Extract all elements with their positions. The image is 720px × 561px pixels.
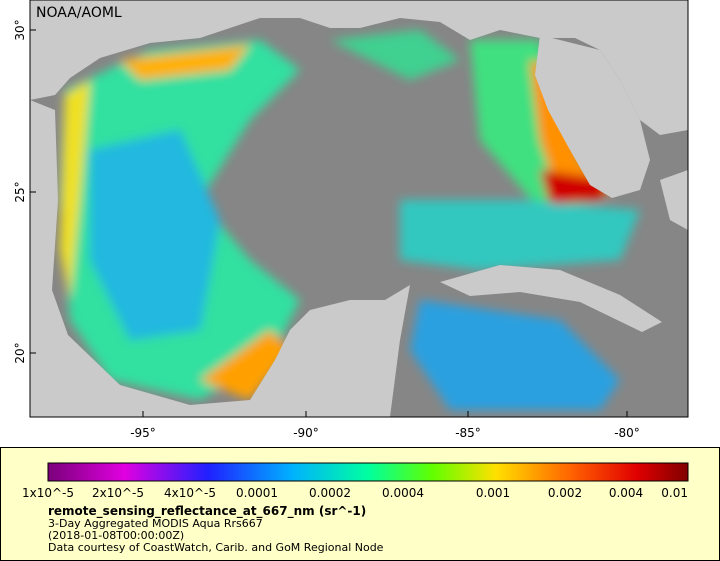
colorbar-tick-label: 0.0001: [236, 486, 278, 500]
lat-tick-label: 25°: [13, 181, 27, 202]
land: [535, 35, 650, 198]
colorbar-tick-label: 0.0002: [309, 486, 351, 500]
lon-tick-label: -80°: [614, 426, 640, 440]
lat-tick-label: 20°: [13, 342, 27, 363]
lon-tick-label: -85°: [455, 426, 481, 440]
legend-line: Data courtesy of CoastWatch, Carib. and …: [48, 541, 384, 554]
lon-tick-label: -95°: [130, 426, 156, 440]
colorbar-tick-label: 1x10^-5: [22, 486, 74, 500]
lat-tick-label: 30°: [13, 19, 27, 40]
map-area: [30, 0, 688, 417]
land: [440, 265, 662, 332]
colorbar-tick-label: 0.0004: [382, 486, 424, 500]
legend-line: (2018-01-08T00:00:00Z): [48, 529, 184, 542]
land: [30, 0, 688, 135]
legend-line: 3-Day Aggregated MODIS Aqua Rrs667: [48, 517, 263, 530]
colorbar-tick-label: 0.004: [609, 486, 643, 500]
lon-tick-label: -90°: [293, 426, 319, 440]
colorbar-tick-label: 0.001: [476, 486, 510, 500]
legend-title: remote_sensing_reflectance_at_667_nm (sr…: [48, 504, 366, 519]
land: [30, 100, 410, 417]
colorbar: [47, 462, 689, 482]
map-frame: [29, 0, 689, 418]
colorbar-tick-label: 0.01: [661, 486, 688, 500]
colorbar-tick-label: 0.002: [548, 486, 582, 500]
colorbar-tick-label: 4x10^-5: [164, 486, 216, 500]
land: [660, 170, 688, 230]
credit: NOAA/AOML: [36, 5, 122, 21]
colorbar-tick-label: 2x10^-5: [92, 486, 144, 500]
